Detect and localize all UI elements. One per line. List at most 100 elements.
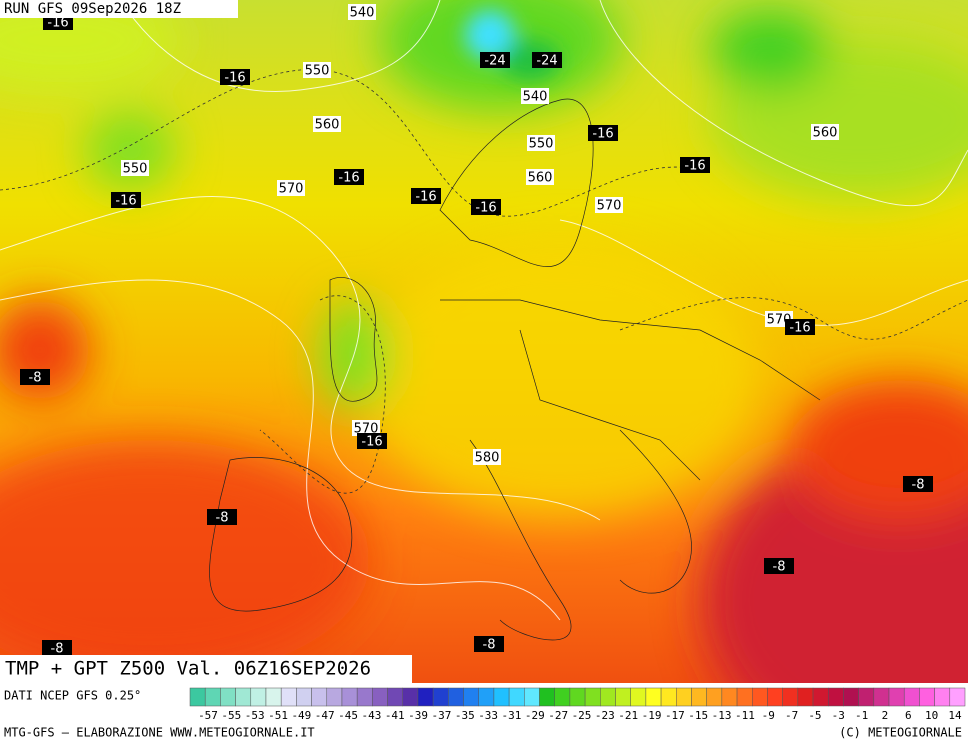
colorbar-label: -33	[478, 709, 498, 722]
temperature-label-box	[111, 192, 141, 208]
colorbar-swatch	[448, 687, 464, 707]
colorbar-swatch	[615, 687, 631, 707]
height-label-box	[313, 116, 341, 132]
temperature-label: -24	[484, 54, 505, 69]
height-label: 560	[813, 126, 838, 141]
colorbar-label: -41	[385, 709, 405, 722]
colorbar-swatch	[873, 687, 890, 707]
height-label: 570	[279, 182, 304, 197]
temperature-contours	[0, 69, 968, 494]
colorbar-swatch	[706, 687, 723, 707]
height-label: 560	[528, 171, 553, 186]
temperature-label: -8	[773, 560, 786, 575]
temperature-label: -16	[224, 71, 245, 86]
height-label-box	[277, 180, 305, 196]
temperature-label-box	[357, 433, 387, 449]
colorbar-swatch	[189, 687, 206, 707]
colorbar-swatch	[569, 687, 586, 707]
source-label: DATI NCEP GFS 0.25°	[4, 689, 141, 703]
temperature-label: -16	[475, 201, 496, 216]
run-box	[0, 0, 238, 18]
colorbar-swatch	[919, 687, 935, 707]
temperature-label-box	[680, 157, 710, 173]
temperature-label: -16	[789, 321, 810, 336]
colorbar-label: -9	[762, 709, 775, 722]
colorbar-label: 14	[948, 709, 962, 722]
colorbar-label: -45	[338, 709, 358, 722]
height-contours	[0, 0, 968, 620]
colorbar-swatch	[387, 687, 403, 707]
height-label-box	[473, 449, 501, 465]
colorbar-swatch	[402, 687, 419, 707]
height-label-box	[526, 169, 554, 185]
height-label: 550	[529, 137, 554, 152]
temperature-label: -16	[361, 435, 382, 450]
colorbar-label: -37	[432, 709, 452, 722]
colorbar-swatch	[691, 687, 707, 707]
colorbar-swatch	[600, 687, 616, 707]
colorbar-swatch	[660, 687, 677, 707]
colorbar-swatch	[311, 687, 328, 707]
height-label: 580	[475, 451, 500, 466]
colorbar-label: -5	[808, 709, 821, 722]
temperature-label: -8	[29, 371, 42, 386]
colorbar-swatch	[417, 687, 434, 707]
height-label-box	[121, 160, 149, 176]
colorbar-swatch	[812, 687, 829, 707]
temperature-label: -16	[415, 190, 436, 205]
colorbar-swatch	[767, 687, 783, 707]
temperature-label-box	[764, 558, 794, 574]
colorbar-swatch	[539, 687, 555, 707]
colorbar-swatch	[584, 687, 601, 707]
colorbar-swatch	[265, 687, 282, 707]
colorbar-label: -55	[221, 709, 241, 722]
temperature-label-box	[532, 52, 562, 68]
temperature-label: -8	[483, 638, 496, 653]
colorbar-swatch	[645, 687, 662, 707]
temperature-label-box	[42, 640, 72, 656]
colorbar-swatch	[220, 687, 236, 707]
colorbar-swatch	[463, 687, 479, 707]
temperature-label-box	[220, 69, 250, 85]
height-label: 570	[597, 199, 622, 214]
height-label-box	[348, 4, 376, 20]
colorbar-label: -29	[525, 709, 545, 722]
copyright-label: (C) METEOGIORNALE	[839, 726, 962, 740]
colorbar-swatch	[888, 687, 905, 707]
colorbar-swatch	[508, 687, 525, 707]
colorbar-label: -51	[268, 709, 288, 722]
colorbar-swatch	[478, 687, 495, 707]
height-label-box	[595, 197, 623, 213]
temperature-label-box	[903, 476, 933, 492]
temperature-label-box	[588, 125, 618, 141]
temperature-label-box	[411, 188, 441, 204]
colorbar-swatch	[493, 687, 510, 707]
colorbar-swatch	[858, 687, 875, 707]
colorbar-swatch	[326, 687, 343, 707]
colorbar-label: -35	[455, 709, 475, 722]
colorbar-label: -3	[832, 709, 845, 722]
colorbar-swatch	[721, 687, 738, 707]
map-title: TMP + GPT Z500 Val. 06Z16SEP2026	[5, 658, 371, 680]
colorbar-label: -57	[198, 709, 218, 722]
colorbar-label: -11	[735, 709, 755, 722]
colorbar-swatch	[280, 687, 297, 707]
colorbar-label: -23	[595, 709, 615, 722]
colorbar-swatch	[752, 687, 768, 707]
colorbar-swatch	[372, 687, 388, 707]
temperature-label: -16	[115, 194, 136, 209]
temperature-label-box	[20, 369, 50, 385]
height-label: 560	[315, 118, 340, 133]
temperature-label-box	[207, 509, 237, 525]
colorbar-label: 10	[925, 709, 938, 722]
colorbar-label: -43	[361, 709, 381, 722]
colorbar-label: -15	[688, 709, 708, 722]
temperature-label-box	[471, 199, 501, 215]
colorbar-swatch	[432, 687, 449, 707]
temperature-label: -24	[536, 54, 557, 69]
credit-label: MTG-GFS — ELABORAZIONE WWW.METEOGIORNALE…	[4, 726, 315, 740]
height-label: 550	[305, 64, 330, 79]
height-label: 570	[354, 422, 379, 437]
